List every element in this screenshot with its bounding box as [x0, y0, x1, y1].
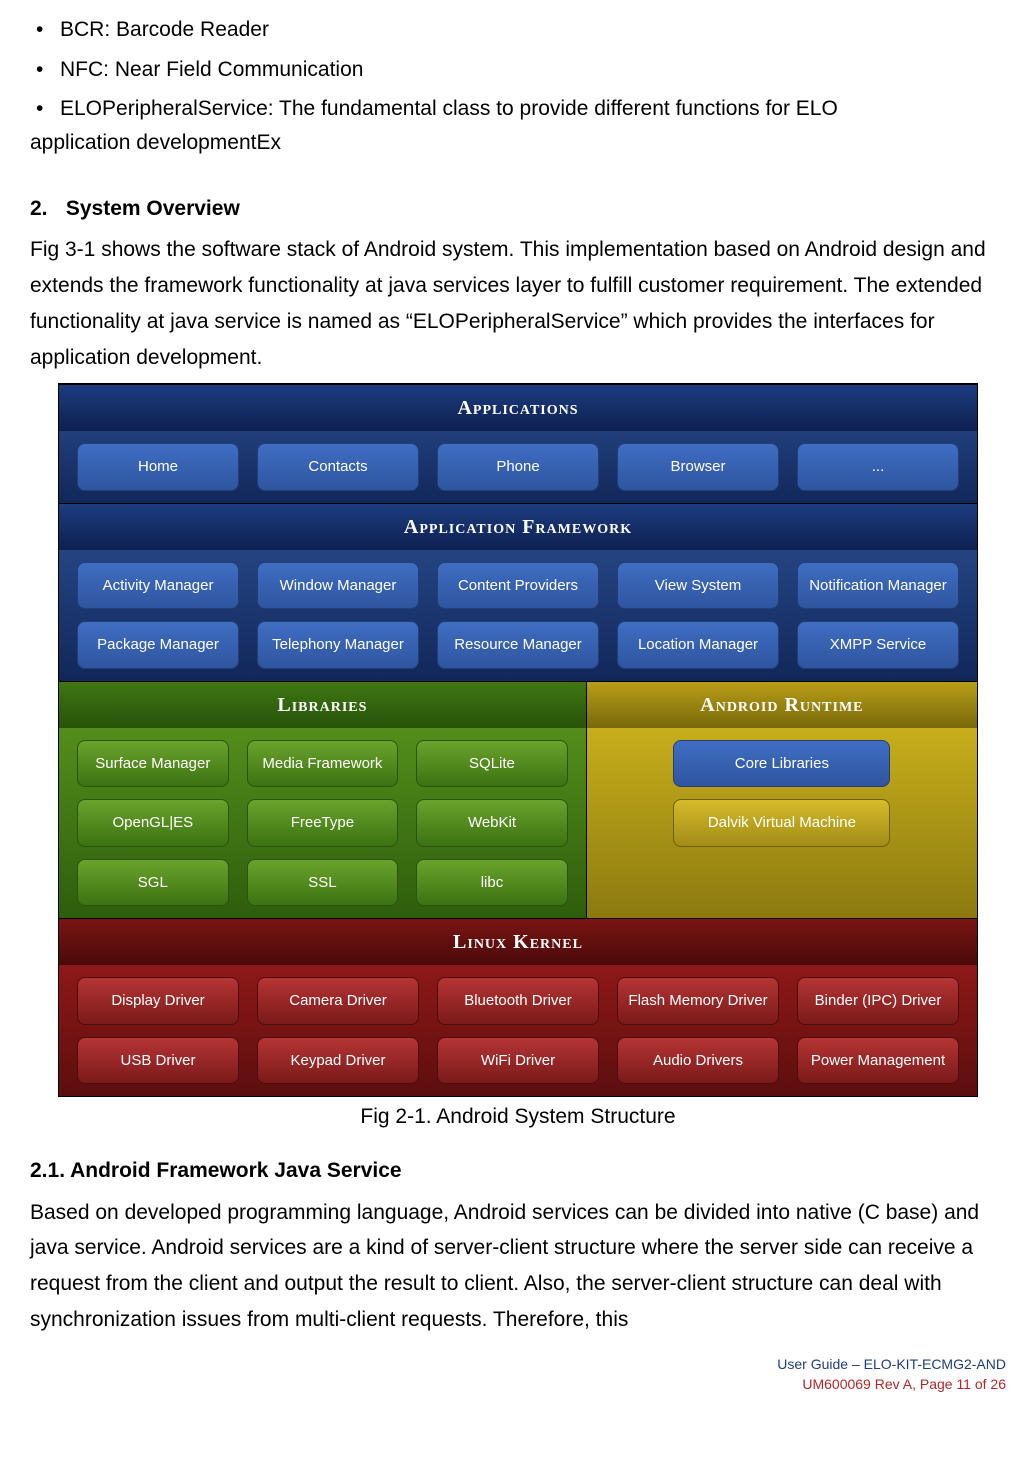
- subsection-paragraph: Based on developed programming language,…: [30, 1195, 1006, 1338]
- bullet-item: • BCR: Barcode Reader: [30, 10, 1006, 50]
- bullet-dot: •: [30, 52, 60, 88]
- framework-box: Resource Manager: [437, 621, 599, 669]
- app-framework-layer: Application Framework Activity Manager W…: [59, 503, 977, 681]
- framework-box: XMPP Service: [797, 621, 959, 669]
- libraries-layer: Libraries Surface Manager Media Framewor…: [59, 682, 586, 919]
- library-box: SGL: [77, 859, 229, 907]
- framework-box: Content Providers: [437, 562, 599, 610]
- section-heading: 2. System Overview: [30, 191, 1006, 227]
- bullet-item: • ELOPeripheralService: The fundamental …: [30, 89, 1006, 129]
- app-box: ...: [797, 443, 959, 491]
- footer-line-2: UM600069 Rev A, Page 11 of 26: [30, 1375, 1006, 1395]
- library-box: SQLite: [416, 740, 568, 788]
- android-stack-figure: Applications Home Contacts Phone Browser…: [58, 383, 978, 1097]
- bullet-text: ELOPeripheralService: The fundamental cl…: [60, 91, 1006, 127]
- app-box: Browser: [617, 443, 779, 491]
- kernel-layer: Linux Kernel Display Driver Camera Drive…: [59, 918, 977, 1096]
- libraries-header: Libraries: [59, 682, 586, 728]
- section-number: 2.: [30, 191, 60, 227]
- footer-line-1: User Guide – ELO-KIT-ECMG2-AND: [30, 1355, 1006, 1375]
- framework-box: Telephony Manager: [257, 621, 419, 669]
- runtime-box: Core Libraries: [673, 740, 890, 788]
- app-box: Phone: [437, 443, 599, 491]
- app-box: Home: [77, 443, 239, 491]
- figure-wrapper: Applications Home Contacts Phone Browser…: [58, 383, 978, 1135]
- library-box: SSL: [247, 859, 399, 907]
- library-box: Surface Manager: [77, 740, 229, 788]
- bullet-dot: •: [30, 12, 60, 48]
- library-box: Media Framework: [247, 740, 399, 788]
- kernel-box: Binder (IPC) Driver: [797, 977, 959, 1025]
- framework-box: Notification Manager: [797, 562, 959, 610]
- kernel-box: Power Management: [797, 1037, 959, 1085]
- kernel-box: Flash Memory Driver: [617, 977, 779, 1025]
- library-box: libc: [416, 859, 568, 907]
- app-framework-header: Application Framework: [59, 504, 977, 550]
- subsection-heading: 2.1. Android Framework Java Service: [30, 1153, 1006, 1189]
- framework-box: Location Manager: [617, 621, 779, 669]
- applications-header: Applications: [59, 385, 977, 431]
- app-box: Contacts: [257, 443, 419, 491]
- library-box: WebKit: [416, 799, 568, 847]
- framework-box: Package Manager: [77, 621, 239, 669]
- applications-layer: Applications Home Contacts Phone Browser…: [59, 384, 977, 503]
- kernel-box: Camera Driver: [257, 977, 419, 1025]
- framework-box: Activity Manager: [77, 562, 239, 610]
- bullet-list: • BCR: Barcode Reader • NFC: Near Field …: [30, 10, 1006, 161]
- figure-caption: Fig 2-1. Android System Structure: [58, 1099, 978, 1135]
- bullet-text: BCR: Barcode Reader: [60, 12, 1006, 48]
- section-paragraph: Fig 3-1 shows the software stack of Andr…: [30, 232, 1006, 375]
- page-footer: User Guide – ELO-KIT-ECMG2-AND UM600069 …: [30, 1355, 1006, 1394]
- kernel-box: Display Driver: [77, 977, 239, 1025]
- framework-box: Window Manager: [257, 562, 419, 610]
- bullet-dot: •: [30, 91, 60, 127]
- kernel-box: WiFi Driver: [437, 1037, 599, 1085]
- kernel-box: USB Driver: [77, 1037, 239, 1085]
- bullet-text: NFC: Near Field Communication: [60, 52, 1006, 88]
- framework-box: View System: [617, 562, 779, 610]
- kernel-box: Keypad Driver: [257, 1037, 419, 1085]
- kernel-box: Bluetooth Driver: [437, 977, 599, 1025]
- section-title: System Overview: [66, 197, 240, 220]
- runtime-box: Dalvik Virtual Machine: [673, 799, 890, 847]
- runtime-layer: Android Runtime Core Libraries Dalvik Vi…: [586, 682, 977, 919]
- kernel-header: Linux Kernel: [59, 919, 977, 965]
- libs-runtime-split: Libraries Surface Manager Media Framewor…: [59, 681, 977, 919]
- kernel-box: Audio Drivers: [617, 1037, 779, 1085]
- bullet-continuation: application developmentEx: [30, 125, 1006, 161]
- library-box: FreeType: [247, 799, 399, 847]
- runtime-header: Android Runtime: [587, 682, 977, 728]
- library-box: OpenGL|ES: [77, 799, 229, 847]
- bullet-item: • NFC: Near Field Communication: [30, 50, 1006, 90]
